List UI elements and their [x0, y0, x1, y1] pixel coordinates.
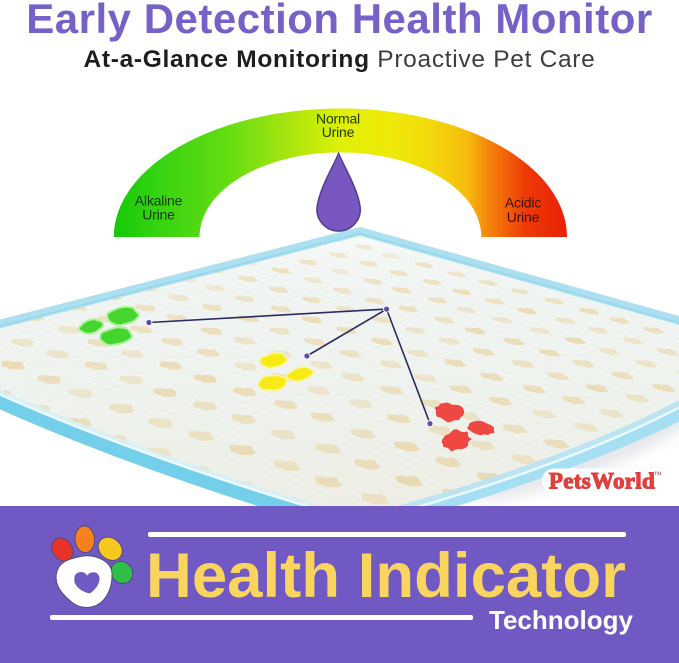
- svg-text:Urine: Urine: [322, 124, 355, 140]
- svg-text:Normal: Normal: [316, 111, 360, 127]
- svg-text:PetsWorld: PetsWorld: [549, 469, 655, 494]
- svg-text:Urine: Urine: [507, 209, 540, 225]
- svg-text:Urine: Urine: [142, 207, 175, 223]
- svg-text:Acidic: Acidic: [505, 195, 541, 211]
- svg-text:™: ™: [654, 470, 663, 480]
- svg-text:Alkaline: Alkaline: [135, 192, 183, 208]
